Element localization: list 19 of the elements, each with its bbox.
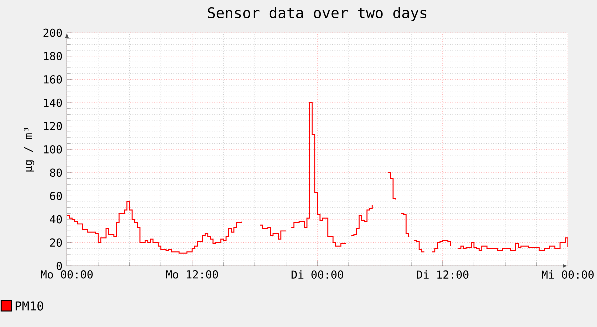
y-tick-label: 80: [50, 168, 62, 178]
y-tick-label: 160: [44, 75, 62, 84]
x-tick-label: Di 00:00: [292, 270, 344, 279]
chart-title: Sensor data over two days: [208, 7, 427, 22]
y-tick-label: 180: [44, 52, 62, 61]
y-tick-label: 40: [50, 215, 62, 224]
x-tick-label: Mo 00:00: [41, 270, 93, 279]
y-tick-label: 20: [50, 238, 62, 247]
y-tick-label: 60: [50, 192, 62, 200]
y-tick-label: 140: [44, 98, 62, 108]
legend-label: PM10: [16, 302, 44, 311]
y-axis-title: µg / m³: [24, 128, 35, 172]
y-tick-label: 100: [44, 145, 62, 154]
x-tick-label: Mo 12:00: [166, 270, 218, 279]
y-tick-label: 0: [56, 262, 62, 270]
x-tick-label: Di 12:00: [417, 270, 469, 279]
y-tick-label: 200: [44, 28, 62, 38]
x-tick-label: Mi 00:00: [542, 270, 594, 279]
y-tick-label: 120: [44, 122, 62, 130]
